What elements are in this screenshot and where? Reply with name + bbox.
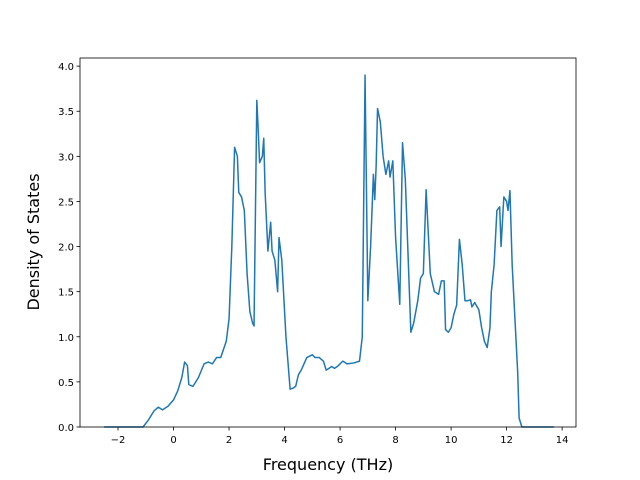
- y-tick-label: 1.5: [58, 288, 74, 299]
- y-tick-label: 3.5: [58, 107, 74, 118]
- y-tick-label: 2.5: [58, 197, 74, 208]
- y-axis-label: Density of States: [24, 173, 43, 310]
- x-tick-label: −2: [111, 435, 126, 446]
- x-tick-label: 0: [170, 435, 176, 446]
- x-tick-label: 12: [500, 435, 513, 446]
- x-tick-label: 2: [226, 435, 232, 446]
- x-tick-label: 6: [337, 435, 343, 446]
- y-tick-label: 4.0: [58, 62, 74, 73]
- x-tick-label: 8: [392, 435, 398, 446]
- x-tick-label: 10: [445, 435, 458, 446]
- line: [104, 74, 554, 428]
- y-tick-label: 0.5: [58, 378, 74, 389]
- x-tick-label: 4: [281, 435, 287, 446]
- x-tick-label: 14: [556, 435, 569, 446]
- y-tick-label: 2.0: [58, 243, 74, 254]
- y-tick-label: 1.0: [58, 333, 74, 344]
- plot-frame: [79, 57, 577, 428]
- y-tick-label: 3.0: [58, 152, 74, 163]
- x-axis-label: Frequency (THz): [263, 455, 393, 474]
- y-tick-label: 0.0: [58, 423, 74, 434]
